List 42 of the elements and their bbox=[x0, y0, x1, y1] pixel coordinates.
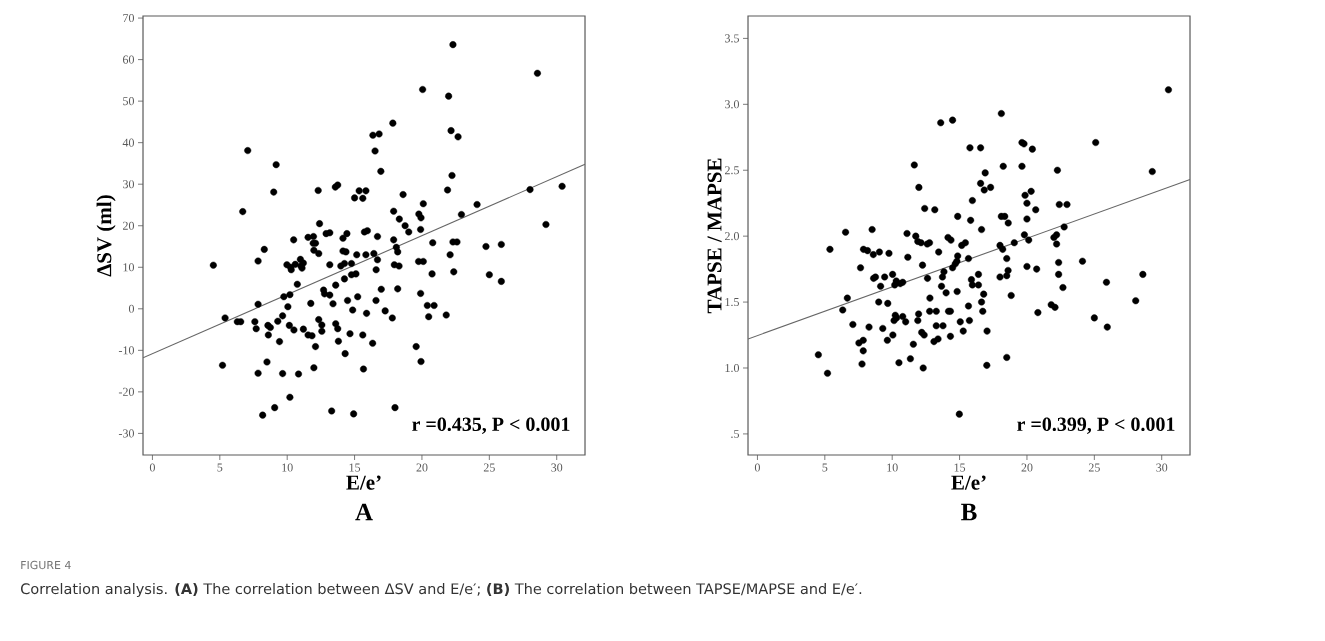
x-tick-label: 0 bbox=[754, 463, 760, 472]
y-axis-title: TAPSE / MAPSE bbox=[707, 158, 722, 314]
y-tick-label: 60 bbox=[122, 55, 135, 64]
y-tick-label: -30 bbox=[118, 429, 135, 438]
y-tick-label: 1.5 bbox=[725, 298, 740, 307]
caption: FIGURE 4 bbox=[21, 560, 71, 570]
x-tick-label: 15 bbox=[349, 463, 361, 472]
x-tick-label: 0 bbox=[149, 463, 155, 472]
text: A bbox=[355, 503, 373, 521]
x-axis-title: E/e’ bbox=[346, 475, 381, 490]
x-tick-label: 5 bbox=[822, 463, 828, 472]
x-tick-label: 20 bbox=[1021, 463, 1033, 472]
y-tick-label: 3.0 bbox=[725, 100, 740, 109]
y-tick-label: 30 bbox=[123, 180, 135, 189]
annotation: r =0.399, P < 0.001 bbox=[1017, 417, 1175, 434]
y-tick-label: 3.5 bbox=[725, 34, 740, 43]
y-tick-label: 1.0 bbox=[725, 363, 740, 373]
y-tick-label: 40 bbox=[122, 138, 135, 147]
y-tick-label: 10 bbox=[123, 263, 135, 272]
y-tick-label: 70 bbox=[123, 14, 135, 23]
x-tick-label: 20 bbox=[416, 463, 428, 472]
x-tick-label: 10 bbox=[887, 463, 898, 472]
x-tick-label: 15 bbox=[954, 463, 966, 472]
y-tick-label: -10 bbox=[118, 346, 135, 355]
x-tick-label: 5 bbox=[217, 463, 223, 472]
x-tick-label: 25 bbox=[1088, 463, 1100, 472]
y-tick-label: 20 bbox=[123, 221, 135, 230]
text: B bbox=[961, 503, 977, 521]
y-axis-title: ∆SV (ml) bbox=[96, 195, 116, 277]
y-tick-label: .5 bbox=[731, 429, 740, 438]
x-axis-title: E/e’ bbox=[951, 475, 986, 490]
x-tick-label: 30 bbox=[1156, 463, 1168, 472]
x-tick-label: 30 bbox=[551, 463, 563, 472]
y-tick-label: 0 bbox=[128, 304, 135, 313]
x-tick-label: 10 bbox=[282, 463, 293, 472]
y-tick-label: 2.0 bbox=[725, 232, 740, 241]
y-tick-label: 2.5 bbox=[725, 166, 740, 175]
text: Correlation analysis. (A) The correlation between ΔSV and E/e′; (B) The correlation between TAPSE/MAPSE and E/e′. bbox=[21, 582, 862, 598]
annotation: r =0.435, P < 0.001 bbox=[412, 417, 570, 434]
y-tick-label: 50 bbox=[123, 97, 135, 106]
y-tick-label: -20 bbox=[118, 387, 135, 396]
x-tick-label: 25 bbox=[483, 463, 495, 472]
